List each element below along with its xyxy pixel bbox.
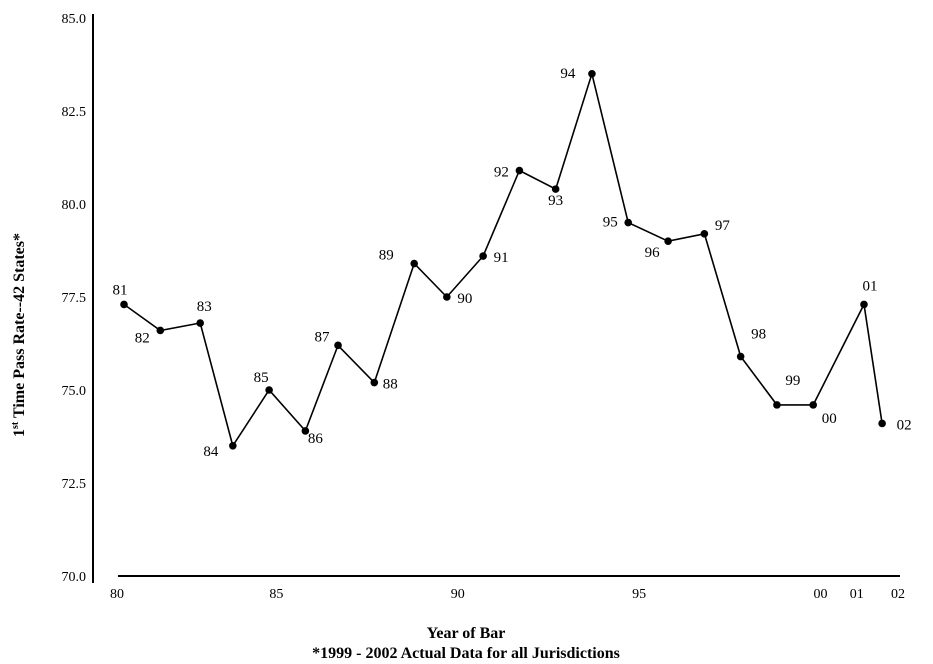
data-point bbox=[229, 442, 237, 450]
data-label: 84 bbox=[203, 444, 219, 460]
axes bbox=[92, 14, 900, 583]
chart-footnote: *1999 - 2002 Actual Data for all Jurisdi… bbox=[312, 645, 620, 662]
y-tick-label: 77.5 bbox=[62, 291, 87, 306]
data-point bbox=[301, 427, 310, 435]
data-point bbox=[624, 218, 633, 227]
data-point bbox=[664, 237, 672, 245]
y-tick-label: 72.5 bbox=[62, 477, 87, 492]
x-tick-label: 02 bbox=[891, 587, 905, 602]
point-labels: 81 82 83 84 85 86 87 88 89 90 91 92 93 94 95 96 97 98 99 00… bbox=[113, 66, 912, 460]
data-label: 85 bbox=[254, 370, 269, 386]
data-label: 97 bbox=[715, 218, 731, 234]
y-axis-title-main: 1 bbox=[11, 429, 28, 437]
data-point bbox=[588, 70, 596, 78]
data-label: 95 bbox=[603, 215, 618, 231]
x-tick-label: 85 bbox=[269, 587, 283, 602]
y-tick-labels: 70.0 72.5 75.0 77.5 80.0 82.5 85.0 bbox=[62, 12, 87, 585]
data-label: 93 bbox=[548, 193, 563, 209]
x-tick-label: 01 bbox=[850, 587, 864, 602]
data-point bbox=[878, 419, 886, 428]
x-tick-label: 80 bbox=[110, 587, 124, 602]
x-tick-label: 00 bbox=[813, 587, 827, 602]
y-tick-label: 82.5 bbox=[62, 105, 87, 120]
data-label: 87 bbox=[315, 329, 331, 345]
data-point bbox=[410, 259, 419, 268]
y-axis-title: 1st Time Pass Rate--42 States* bbox=[10, 233, 28, 437]
data-label: 02 bbox=[897, 417, 912, 433]
data-point bbox=[736, 352, 745, 361]
data-label: 94 bbox=[560, 66, 576, 82]
series-group bbox=[120, 70, 886, 450]
x-tick-label: 90 bbox=[451, 587, 465, 602]
data-point bbox=[370, 378, 379, 387]
data-label: 91 bbox=[494, 250, 509, 266]
data-label: 92 bbox=[494, 165, 509, 181]
data-label: 00 bbox=[822, 411, 837, 427]
data-point bbox=[443, 293, 451, 301]
y-tick-label: 70.0 bbox=[62, 570, 87, 585]
data-point bbox=[700, 229, 709, 238]
data-label: 99 bbox=[785, 373, 800, 389]
x-tick-labels: 80 85 90 95 00 01 02 bbox=[110, 587, 905, 602]
data-point bbox=[120, 300, 128, 309]
data-point bbox=[156, 326, 165, 335]
data-label: 86 bbox=[308, 431, 324, 447]
data-label: 81 bbox=[113, 282, 128, 298]
y-tick-label: 75.0 bbox=[62, 384, 87, 399]
data-point bbox=[479, 252, 487, 260]
x-axis-title: Year of Bar bbox=[427, 625, 506, 642]
y-tick-label: 85.0 bbox=[62, 12, 87, 27]
data-point bbox=[773, 401, 781, 409]
data-label: 96 bbox=[645, 245, 661, 261]
series-line bbox=[123, 70, 883, 448]
data-point bbox=[196, 319, 204, 327]
y-axis-title-rest: Time Pass Rate--42 States* bbox=[11, 233, 28, 422]
y-tick-label: 80.0 bbox=[62, 198, 87, 213]
x-tick-label: 95 bbox=[632, 587, 646, 602]
data-point bbox=[809, 401, 817, 409]
data-point bbox=[551, 185, 560, 193]
data-point bbox=[860, 300, 868, 309]
data-label: 98 bbox=[751, 327, 766, 343]
data-label: 88 bbox=[383, 377, 398, 393]
data-point bbox=[515, 166, 524, 175]
data-label: 90 bbox=[457, 291, 472, 307]
data-label: 01 bbox=[862, 278, 877, 294]
data-point bbox=[334, 341, 342, 350]
data-label: 89 bbox=[379, 248, 394, 264]
data-point bbox=[265, 386, 273, 394]
data-label: 82 bbox=[135, 330, 150, 346]
y-axis-title-sup: st bbox=[10, 421, 21, 429]
data-label: 83 bbox=[197, 299, 212, 315]
